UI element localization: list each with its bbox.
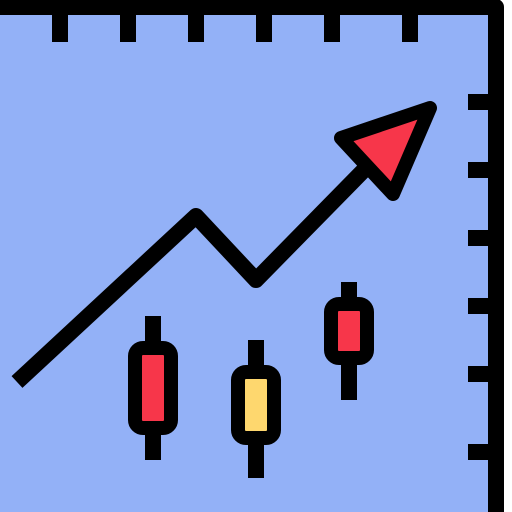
candlestick-left (128, 316, 178, 460)
top-ruler-ticks (52, 8, 418, 42)
right-ruler-tick (468, 94, 496, 110)
right-ruler-tick (468, 444, 496, 460)
candlestick-middle (231, 340, 281, 478)
top-ruler-tick (256, 8, 272, 42)
top-ruler-tick (324, 8, 340, 42)
candlestick-body (128, 341, 178, 435)
right-ruler-tick (468, 298, 496, 314)
top-ruler-tick (402, 8, 418, 42)
trend-arrow-line (11, 164, 370, 388)
candlestick-right (324, 282, 374, 400)
candlestick-body (231, 365, 281, 445)
candlestick-body (324, 297, 374, 365)
right-ruler-ticks (468, 94, 496, 460)
top-ruler-tick (188, 8, 204, 42)
right-ruler-tick (468, 366, 496, 382)
top-ruler-tick (120, 8, 136, 42)
top-ruler-tick (52, 8, 68, 42)
trend-arrow-head (334, 101, 437, 201)
right-ruler-tick (468, 230, 496, 246)
right-ruler-tick (468, 162, 496, 178)
